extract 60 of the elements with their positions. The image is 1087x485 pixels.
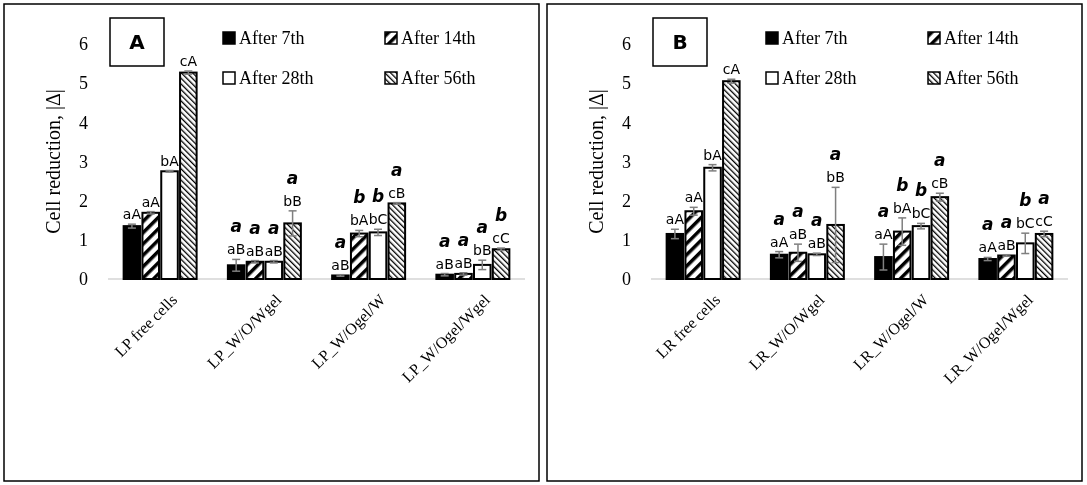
chart-title: B (672, 30, 688, 54)
y-tick-label: 6 (79, 34, 88, 55)
data-label: bA (703, 146, 723, 163)
legend-label: After 14th (401, 28, 476, 49)
data-label: a aB (788, 201, 808, 243)
legend-label: After 7th (782, 28, 848, 49)
y-tick-label: 0 (79, 269, 88, 290)
data-label: b bA (892, 174, 912, 216)
legend-label: After 14th (944, 28, 1019, 49)
legend-label: After 28th (782, 68, 857, 89)
y-tick-label: 6 (622, 34, 631, 55)
y-axis-title: Cell reduction, |Δ| (585, 89, 608, 234)
data-label: b cC (492, 205, 511, 247)
y-tick-label: 0 (622, 269, 631, 290)
data-label: a cB (388, 159, 406, 201)
y-tick-label: 1 (622, 230, 631, 251)
data-label: a aB (245, 217, 265, 259)
y-tick-label: 3 (79, 151, 88, 172)
y-axis-title: Cell reduction, |Δ| (42, 89, 65, 234)
y-tick-label: 4 (79, 112, 88, 133)
data-label: aA (665, 211, 685, 228)
data-label: b bC (911, 180, 931, 222)
data-label: a aB (331, 231, 350, 273)
data-label: a aA (770, 208, 789, 250)
y-tick-label: 2 (622, 190, 631, 211)
data-label: a aB (807, 210, 826, 252)
chart-title: A (129, 30, 146, 54)
data-label: b bC (368, 186, 388, 228)
data-label: a aA (874, 201, 893, 243)
y-tick-label: 2 (79, 190, 88, 211)
data-label: a aB (454, 229, 473, 271)
data-label: aA (684, 189, 704, 206)
data-label: a aA (978, 214, 998, 256)
data-label: b bC (1015, 190, 1035, 232)
y-tick-label: 5 (622, 73, 631, 94)
legend-label: After 56th (401, 68, 476, 89)
data-label: a aB (435, 230, 454, 272)
data-label: a bB (826, 144, 845, 186)
data-label: aA (122, 206, 142, 223)
x-tick-label: LP free cells (111, 291, 181, 360)
data-label: a cB (931, 150, 949, 192)
data-label: aA (141, 193, 161, 210)
data-label: a cC (1035, 188, 1054, 230)
data-label: a bB (283, 167, 302, 209)
y-tick-label: 3 (622, 151, 631, 172)
legend-label: After 7th (239, 28, 305, 49)
data-label: bA (160, 152, 180, 169)
y-tick-label: 4 (622, 112, 631, 133)
data-label: a aB (997, 211, 1016, 253)
data-label: a aB (264, 217, 283, 259)
x-tick-label: LR free cells (652, 291, 724, 362)
data-label: a bB (473, 217, 492, 259)
legend-label: After 56th (944, 68, 1019, 89)
data-label: b bA (349, 187, 369, 229)
legend-label: After 28th (239, 68, 314, 89)
data-label: a aB (227, 216, 246, 258)
y-tick-label: 5 (79, 73, 88, 94)
data-label: cA (722, 61, 741, 78)
data-label: cA (179, 53, 198, 70)
y-tick-label: 1 (79, 230, 88, 251)
